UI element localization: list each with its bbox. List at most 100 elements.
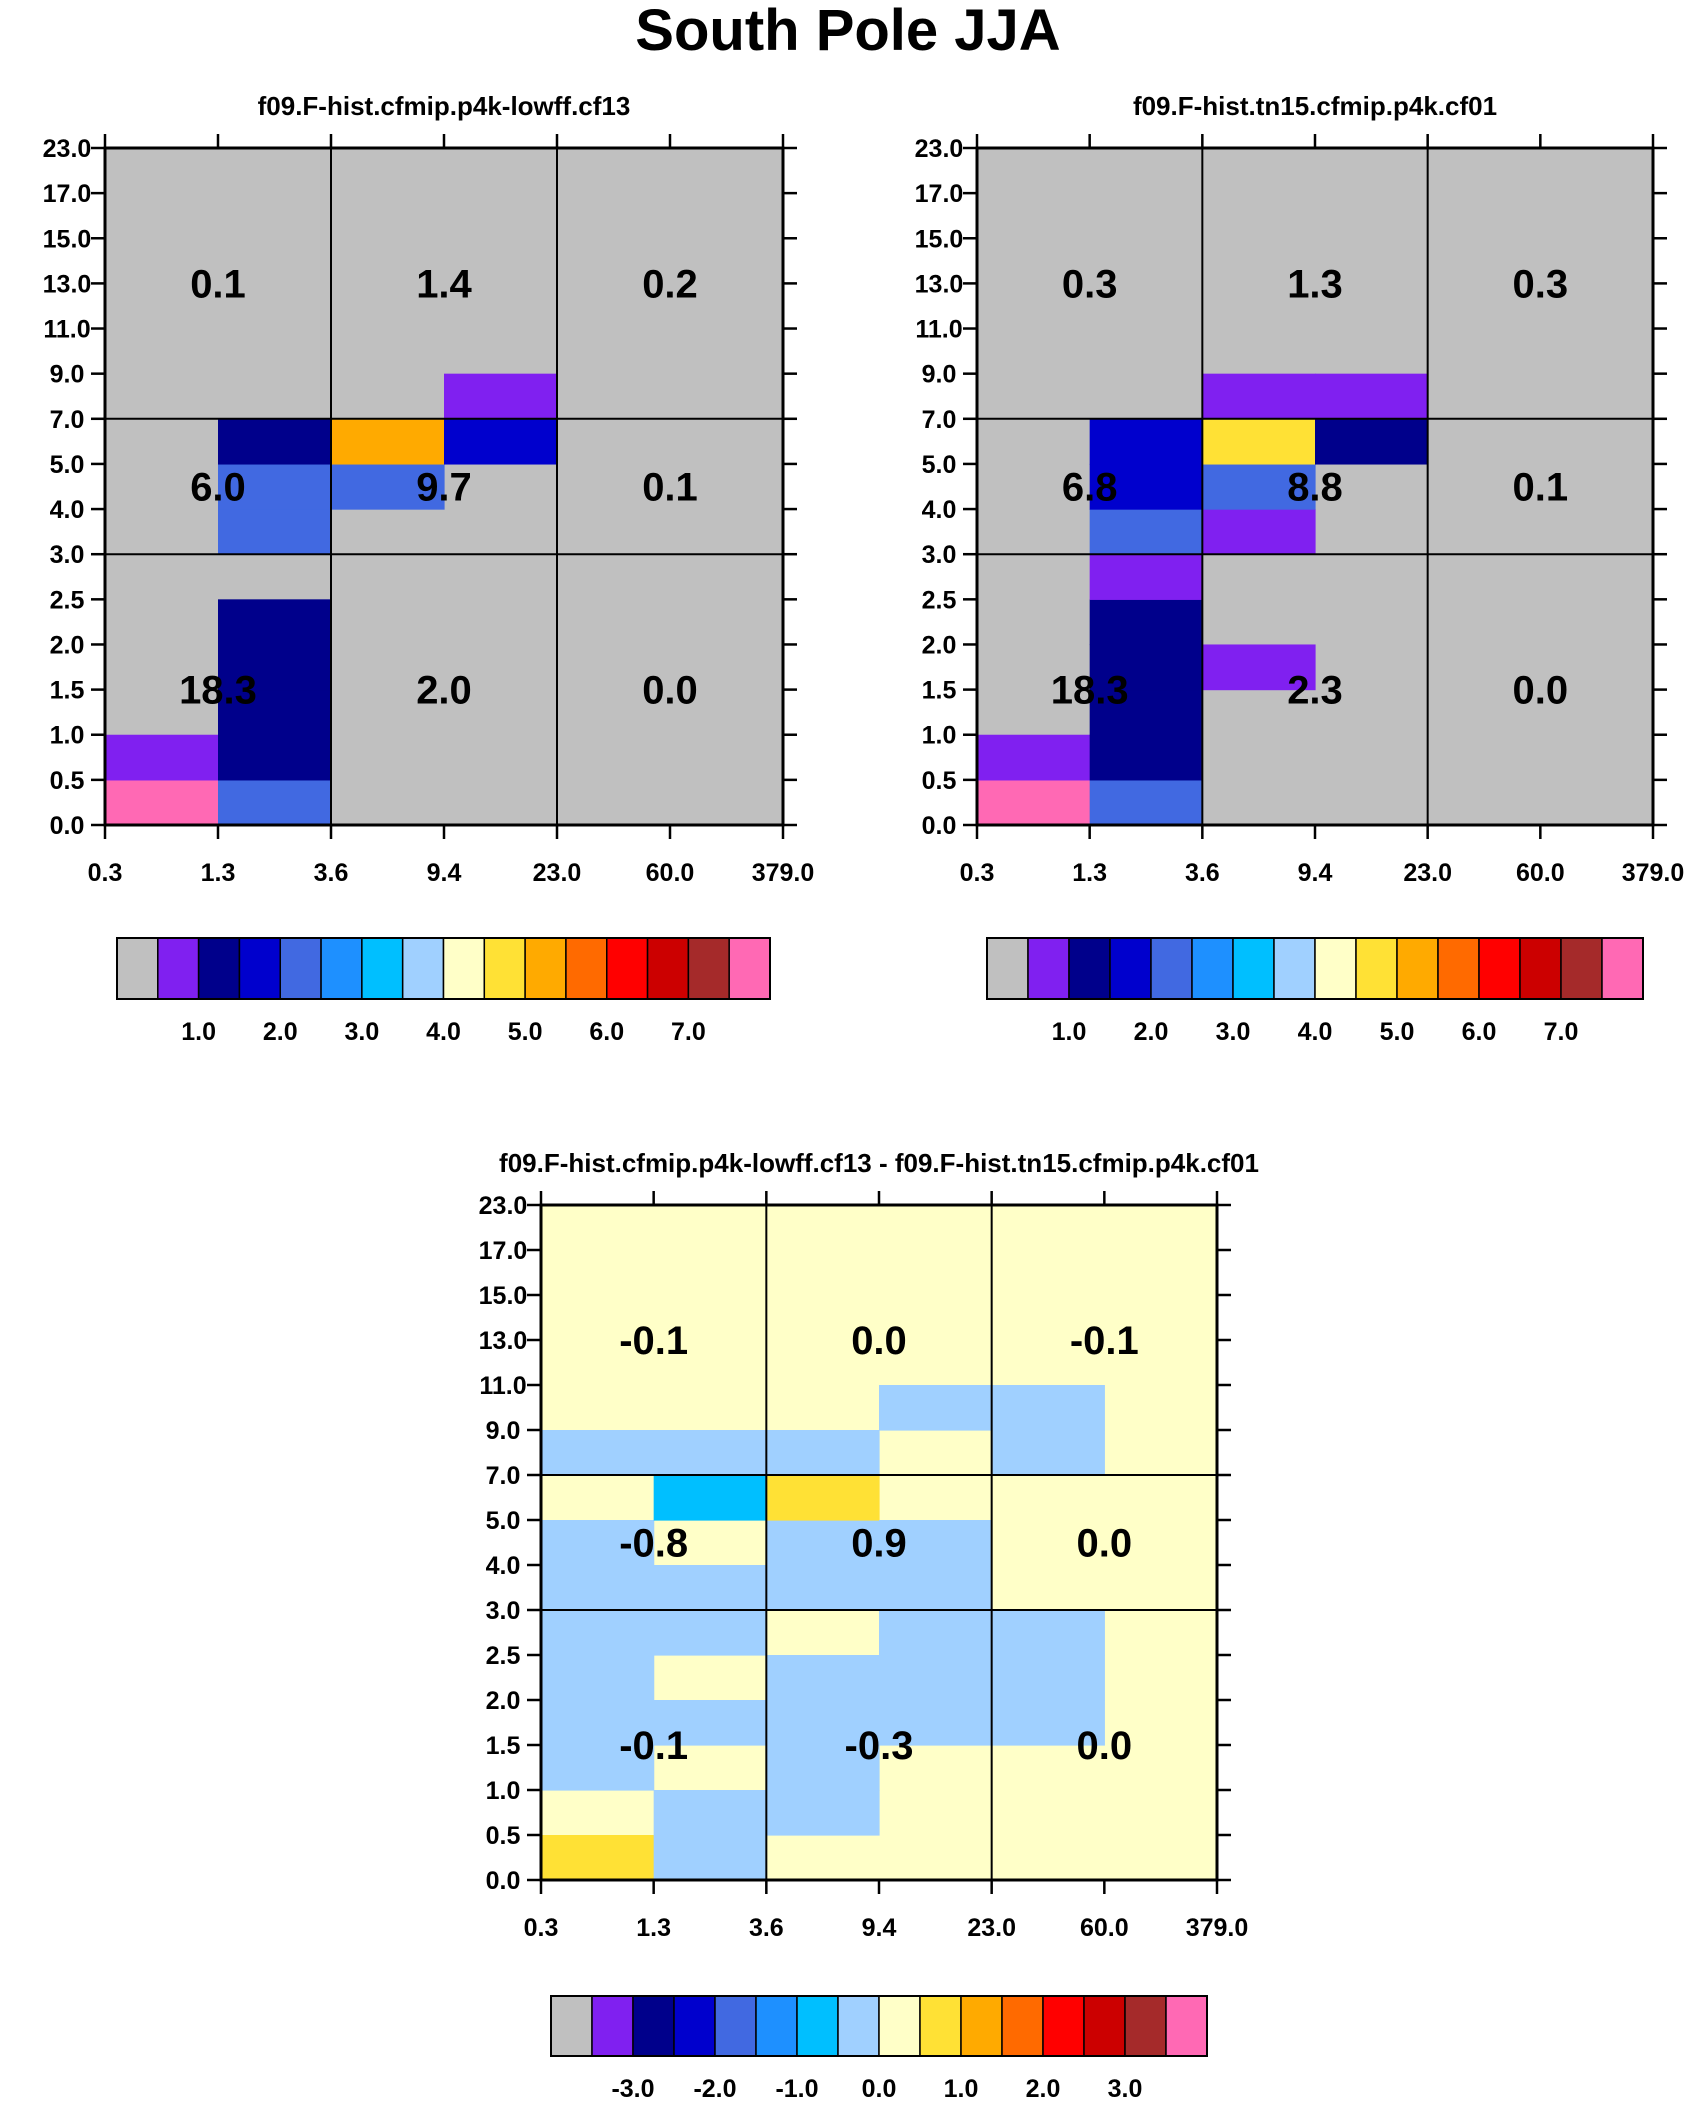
panel-3: f09.F-hist.cfmip.p4k-lowff.cf13 - f09.F-… (479, 1148, 1259, 2103)
heatmap-cell (1089, 779, 1203, 826)
y-tick-label: 4.0 (486, 1552, 521, 1580)
y-tick-label: 1.0 (486, 1777, 521, 1805)
y-tick-label: 4.0 (922, 496, 957, 524)
x-tick-label: 23.0 (967, 1914, 1016, 1942)
colorbar-swatch (1355, 937, 1398, 1000)
box-value-label: 1.4 (416, 262, 472, 306)
colorbar-swatch (116, 937, 159, 1000)
heatmap-cell (1089, 599, 1203, 646)
y-tick-label: 2.5 (922, 586, 957, 614)
heatmap-cell (991, 1610, 1105, 1656)
colorbar-swatch (565, 937, 608, 1000)
heatmap-cell (444, 418, 558, 465)
colorbar-label: -2.0 (693, 2075, 736, 2103)
y-tick-label: 11.0 (479, 1372, 526, 1400)
colorbar-swatch (279, 937, 322, 1000)
box-value-label: 2.0 (416, 669, 472, 713)
heatmap-cell (766, 1700, 880, 1746)
y-tick-label: 11.0 (43, 316, 90, 344)
colorbar-swatch (197, 937, 241, 1000)
colorbar-label: 5.0 (508, 1018, 543, 1046)
heatmap-cell (218, 644, 332, 691)
colorbar-swatch (1601, 937, 1644, 1000)
colorbar-label: 2.0 (263, 1018, 298, 1046)
colorbar-swatch (591, 1995, 634, 2057)
colorbar-swatch (673, 1995, 716, 2057)
x-tick-label: 9.4 (1298, 859, 1333, 887)
heatmap-cell (1089, 689, 1203, 736)
y-tick-label: 3.0 (922, 541, 957, 569)
x-tick-label: 60.0 (1516, 859, 1565, 887)
y-tick-label: 15.0 (915, 225, 964, 253)
colorbar-swatch (1437, 937, 1480, 1000)
x-tick-label: 379.0 (1622, 859, 1685, 887)
heatmap-cell (879, 1610, 993, 1656)
heatmap-cell (218, 734, 332, 781)
box-value-label: 1.3 (1287, 262, 1343, 306)
heatmap-cell (766, 1475, 880, 1521)
box-value-label: 6.8 (1062, 466, 1118, 510)
colorbar-swatch (1396, 937, 1439, 1000)
x-tick-label: 0.3 (88, 859, 123, 887)
colorbar-swatch (755, 1995, 798, 2057)
box-value-label: 0.9 (851, 1522, 907, 1566)
colorbar-label: 7.0 (1544, 1018, 1579, 1046)
colorbar: -3.0 -2.0 -1.0 0.0 1.0 2.0 3.0 (550, 1995, 1208, 2103)
colorbar-swatch (1165, 1995, 1208, 2057)
heatmap-cell (1202, 509, 1316, 555)
colorbar-swatch (632, 1995, 675, 2057)
y-tick-label: 0.0 (50, 812, 85, 840)
heatmap-cell (1089, 734, 1203, 781)
heatmap-cell (766, 1430, 880, 1476)
colorbar-label: 7.0 (671, 1018, 706, 1046)
box-value-label: 0.1 (1513, 466, 1569, 510)
y-tick-label: 2.0 (50, 631, 85, 659)
colorbar-swatch (1560, 937, 1603, 1000)
colorbar-swatch (1068, 937, 1111, 1000)
colorbar-label: 1.0 (181, 1018, 216, 1046)
y-tick-label: 7.0 (50, 406, 85, 434)
colorbar-label: -3.0 (611, 2075, 654, 2103)
box-value-label: -0.1 (1070, 1319, 1139, 1363)
heatmap-cell (541, 1835, 655, 1881)
colorbar-swatch (442, 937, 486, 1000)
heatmap-cell (653, 1610, 767, 1656)
heatmap-cell (1202, 463, 1316, 510)
y-tick-label: 15.0 (479, 1282, 528, 1310)
heatmap-cell (105, 779, 219, 826)
y-tick-label: 0.5 (486, 1822, 521, 1850)
heatmap-cell (1089, 418, 1203, 465)
box-value-label: -0.3 (845, 1724, 914, 1768)
panel-title: f09.F-hist.tn15.cfmip.p4k.cf01 (1133, 91, 1497, 121)
y-tick-label: 2.0 (486, 1687, 521, 1715)
x-tick-label: 9.4 (427, 859, 462, 887)
box-value-label: 0.0 (1077, 1522, 1133, 1566)
colorbar-swatch (728, 937, 771, 1000)
colorbar-frame (986, 937, 1644, 1000)
heatmap-cell (331, 418, 445, 465)
heatmap-cell (1202, 373, 1316, 420)
colorbar-label: 2.0 (1134, 1018, 1169, 1046)
y-tick-label: 0.0 (922, 812, 957, 840)
box-value-label: 6.0 (190, 466, 246, 510)
colorbar-swatch (1478, 937, 1521, 1000)
colorbar-label: 0.0 (862, 2075, 897, 2103)
heatmap-cell (1089, 554, 1203, 600)
box-value-label: 18.3 (179, 669, 257, 713)
y-tick-label: 0.5 (922, 767, 957, 795)
heatmap-cell (541, 1655, 655, 1701)
y-tick-label: 7.0 (922, 406, 957, 434)
heatmap-cell (653, 1835, 767, 1881)
y-tick-label: 2.5 (486, 1642, 521, 1670)
y-tick-label: 11.0 (915, 316, 962, 344)
y-tick-label: 2.5 (50, 586, 85, 614)
x-tick-label: 1.3 (1072, 859, 1107, 887)
heatmap-cell (541, 1745, 655, 1791)
colorbar-label: 2.0 (1026, 2075, 1061, 2103)
box-value-label: 0.3 (1062, 262, 1118, 306)
x-tick-label: 23.0 (533, 859, 582, 887)
heatmap-cell (879, 1655, 993, 1701)
colorbar-label: 1.0 (944, 2075, 979, 2103)
heatmap-cell (541, 1430, 655, 1476)
